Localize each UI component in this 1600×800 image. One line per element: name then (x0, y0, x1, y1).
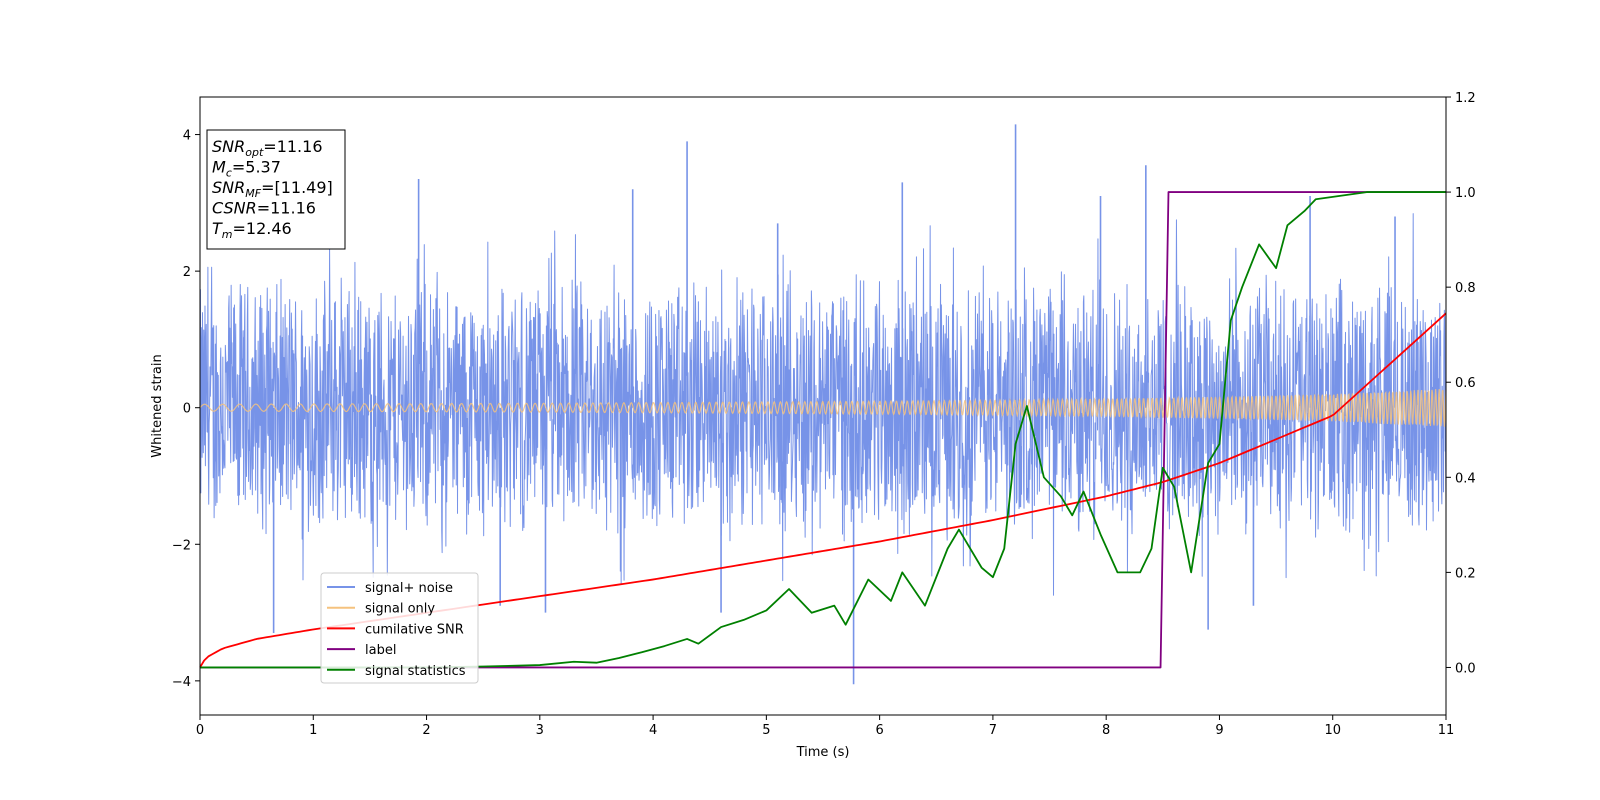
y-tick-label: 2 (183, 265, 191, 280)
x-axis-label: Time (s) (796, 745, 850, 760)
y2-tick-label: 0.8 (1455, 281, 1476, 296)
y-axis-ticks: −4 −2 0 2 4 (172, 129, 200, 690)
signal-noise-line (199, 213, 1447, 596)
y2-axis-ticks: 0.0 0.2 0.4 0.6 0.8 1.0 1.2 (1446, 91, 1476, 676)
legend-label: cumilative SNR (365, 622, 464, 637)
y2-tick-label: 0.0 (1455, 661, 1476, 676)
legend-label: signal+ noise (365, 581, 453, 596)
annotation-line: CSNR=11.16 (212, 199, 316, 218)
x-tick-label: 4 (649, 723, 657, 738)
label-line (200, 191, 1446, 669)
legend-frame (320, 572, 479, 684)
y-tick-label: −2 (172, 538, 191, 553)
y-tick-label: 0 (183, 402, 191, 417)
x-tick-label: 9 (1215, 723, 1223, 738)
y2-tick-label: 0.6 (1455, 376, 1476, 391)
x-tick-label: 5 (762, 723, 770, 738)
signal-only-series (199, 389, 1447, 427)
legend: signal+ noise signal only cumilative SNR la… (320, 572, 479, 684)
plot-frame (199, 96, 1447, 716)
x-tick-label: 2 (422, 723, 430, 738)
x-tick-label: 8 (1102, 723, 1110, 738)
y-axis-label: Whitened strain (150, 354, 165, 457)
y-tick-label: 4 (183, 129, 191, 144)
annotation-line: Tm=12.46 (212, 219, 292, 241)
y2-tick-label: 0.4 (1455, 471, 1476, 486)
legend-label: signal only (365, 602, 435, 617)
x-axis-ticks: 0 1 2 3 4 5 6 7 8 9 10 11 (196, 715, 1454, 738)
signal-statistics-line (200, 191, 1446, 669)
x-tick-label: 0 (196, 723, 204, 738)
annotation-line: SNRopt=11.16 (212, 137, 323, 159)
y-tick-label: −4 (172, 675, 191, 690)
legend-label: signal statistics (365, 664, 466, 679)
signal-only-line (199, 389, 1447, 427)
annotation-line: SNRMF=[11.49] (212, 178, 333, 200)
x-tick-label: 1 (309, 723, 317, 738)
annotation-frame (206, 129, 346, 250)
x-tick-label: 11 (1438, 723, 1455, 738)
x-tick-label: 6 (875, 723, 883, 738)
y2-tick-label: 1.2 (1455, 91, 1476, 106)
x-tick-label: 3 (536, 723, 544, 738)
legend-label: label (365, 643, 396, 658)
annotation-line: Mc=5.37 (212, 158, 281, 180)
x-tick-label: 10 (1324, 723, 1341, 738)
annotation-box: SNRopt=11.16Mc=5.37SNRMF=[11.49]CSNR=11.… (206, 129, 346, 250)
y2-tick-label: 1.0 (1455, 186, 1476, 201)
x-tick-label: 7 (989, 723, 997, 738)
y2-tick-label: 0.2 (1455, 566, 1476, 581)
